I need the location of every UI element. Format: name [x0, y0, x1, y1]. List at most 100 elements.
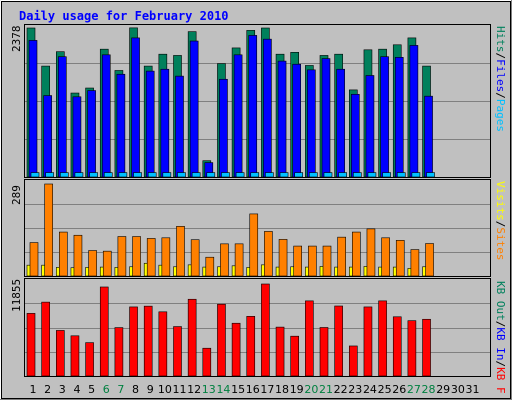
sites-bar: [44, 183, 53, 277]
kb-in-bar: [290, 335, 300, 377]
pages-bar: [396, 172, 406, 178]
legend-hits: Hits: [494, 26, 507, 53]
pages-bar: [89, 172, 98, 178]
pages-bar: [177, 172, 186, 178]
kb-in-bar: [275, 326, 285, 377]
pages-bar: [74, 172, 84, 178]
x-axis-day-labels: 1 2 3 4 5 6 7 8 9 10 11 12 13 14 15 16 17 18 19 20 21 22 23 24 2…: [30, 383, 480, 396]
y-max-label-hits: 2378: [10, 26, 23, 53]
x-tick-label: 6: [103, 383, 110, 396]
kb-in-bar: [422, 318, 431, 377]
pages-bar: [162, 172, 172, 178]
kb-in-bar: [305, 300, 314, 377]
legend-kb-out: KB Out: [494, 281, 507, 321]
x-tick-label: 9: [147, 383, 154, 396]
files-bar: [350, 93, 360, 178]
files-bar: [43, 95, 52, 178]
x-tick-label: 31: [466, 383, 480, 396]
sites-bar: [249, 213, 259, 277]
x-tick-label: 22: [334, 383, 348, 396]
sites-bar: [102, 250, 112, 277]
sites-bar: [337, 236, 346, 277]
kb-in-bar: [114, 327, 124, 377]
files-bar: [57, 56, 67, 178]
legend-separator: /: [494, 321, 507, 328]
x-tick-label: 3: [59, 383, 66, 396]
kb-in-bar: [70, 335, 80, 377]
sites-bar: [176, 226, 185, 277]
files-bar: [380, 56, 389, 178]
kb-in-bar: [348, 345, 358, 377]
pages-bar: [30, 172, 40, 178]
files-bar: [263, 38, 272, 178]
x-tick-label: 27: [407, 383, 421, 396]
legend-panel-2: Visits/Sites: [494, 181, 507, 261]
x-tick-label: 4: [73, 383, 80, 396]
files-bar: [307, 69, 316, 178]
pages-bar: [147, 172, 157, 178]
y-max-label-sites: 289: [10, 185, 23, 205]
pages-bar: [382, 172, 391, 178]
x-tick-label: 23: [348, 383, 362, 396]
kb-in-bar: [246, 316, 256, 377]
files-bar: [219, 78, 228, 178]
sites-bar: [425, 243, 434, 277]
pages-bar: [191, 172, 201, 178]
sites-bar: [117, 236, 127, 277]
files-bar: [248, 35, 258, 178]
sites-bar: [308, 245, 317, 277]
kbytes-bars: [26, 283, 431, 377]
kb-in-bar: [99, 286, 109, 377]
pages-bar: [206, 172, 216, 178]
sites-bar: [278, 239, 288, 277]
x-tick-label: 26: [392, 383, 406, 396]
kb-in-bar: [41, 301, 50, 377]
sites-bar: [410, 249, 420, 277]
pages-bar: [352, 172, 362, 178]
files-bar: [87, 90, 96, 178]
files-bar: [233, 54, 243, 178]
x-tick-label: 21: [319, 383, 333, 396]
legend-files: Files: [494, 59, 507, 92]
x-tick-label: 5: [88, 383, 95, 396]
x-tick-label: 28: [422, 383, 436, 396]
sites-bar: [88, 250, 97, 277]
sites-bar: [381, 237, 390, 277]
sites-bar: [132, 236, 141, 277]
files-bar: [336, 68, 345, 178]
kb-in-bar: [202, 347, 212, 377]
x-tick-label: 12: [187, 383, 201, 396]
files-bar: [277, 60, 287, 178]
x-tick-label: 8: [132, 383, 139, 396]
pages-bar: [426, 172, 435, 178]
x-tick-label: 20: [304, 383, 318, 396]
sites-bar: [351, 231, 361, 277]
pages-bar: [338, 172, 347, 178]
files-bar: [175, 75, 184, 178]
pages-bar: [103, 172, 113, 178]
kb-in-bar: [173, 326, 182, 377]
kb-in-bar: [26, 313, 36, 377]
sites-visits-bars: [26, 183, 434, 277]
kb-in-bar: [85, 342, 94, 377]
x-tick-label: 7: [117, 383, 124, 396]
x-tick-label: 1: [30, 383, 37, 396]
pages-bar: [45, 172, 54, 178]
pages-bar: [59, 172, 69, 178]
sites-bar: [395, 240, 405, 277]
legend-visits: Visits: [494, 181, 507, 221]
x-tick-label: 30: [451, 383, 465, 396]
sites-bar: [205, 256, 215, 277]
sites-bar: [146, 238, 156, 277]
files-bar: [424, 95, 433, 178]
x-tick-label: 17: [260, 383, 274, 396]
files-bar: [189, 40, 199, 178]
legend-kb-f: KB F: [494, 367, 507, 394]
x-tick-label: 29: [436, 383, 450, 396]
legend-separator: /: [494, 53, 507, 60]
kb-in-bar: [129, 306, 138, 377]
legend-sites: Sites: [494, 227, 507, 260]
files-bar: [145, 70, 155, 178]
